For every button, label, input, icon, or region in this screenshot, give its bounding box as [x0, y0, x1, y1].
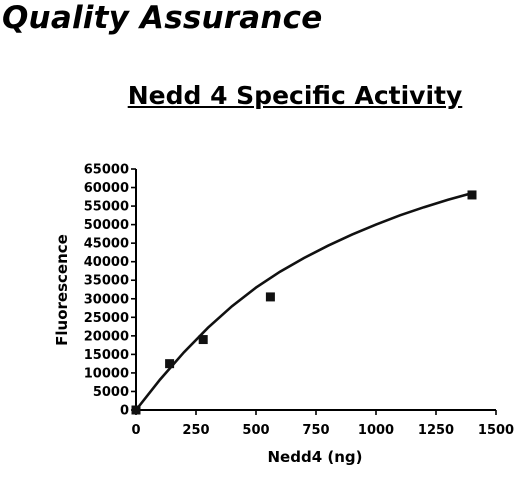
- y-tick-label: 45000: [84, 237, 129, 252]
- y-tick-label: 35000: [84, 274, 129, 289]
- x-tick-label: 1000: [358, 423, 394, 438]
- data-points-layer: [131, 190, 477, 415]
- x-tick-label: 250: [182, 423, 209, 438]
- y-tick-label: 55000: [84, 200, 129, 215]
- x-axis-label: Nedd4 (ng): [267, 448, 363, 466]
- y-tick-label: 50000: [84, 218, 129, 233]
- data-point: [131, 405, 141, 415]
- data-point: [467, 190, 477, 200]
- data-point: [165, 359, 175, 369]
- chart-axes: 0500010000150002000025000300003500040000…: [84, 163, 514, 439]
- y-tick-label: 10000: [84, 366, 129, 381]
- x-tick-label: 1500: [478, 423, 514, 438]
- data-point: [265, 292, 275, 302]
- y-tick-label: 0: [120, 404, 129, 419]
- y-tick-label: 5000: [93, 385, 129, 400]
- page-heading: Quality Assurance: [2, 0, 323, 36]
- x-tick-label: 0: [131, 423, 140, 438]
- y-tick-label: 65000: [84, 163, 129, 178]
- x-tick-label: 1250: [418, 423, 454, 438]
- y-tick-label: 15000: [84, 348, 129, 363]
- data-point: [198, 335, 208, 345]
- y-tick-label: 40000: [84, 255, 129, 270]
- y-tick-label: 60000: [84, 181, 129, 196]
- y-tick-label: 30000: [84, 292, 129, 307]
- fit-curve-layer: [134, 191, 474, 412]
- y-tick-label: 20000: [84, 329, 129, 344]
- chart-title: Nedd 4 Specific Activity: [127, 81, 463, 110]
- x-tick-label: 500: [242, 423, 269, 438]
- x-tick-label: 750: [302, 423, 329, 438]
- fit-curve-line: [134, 191, 474, 412]
- y-tick-label: 25000: [84, 311, 129, 326]
